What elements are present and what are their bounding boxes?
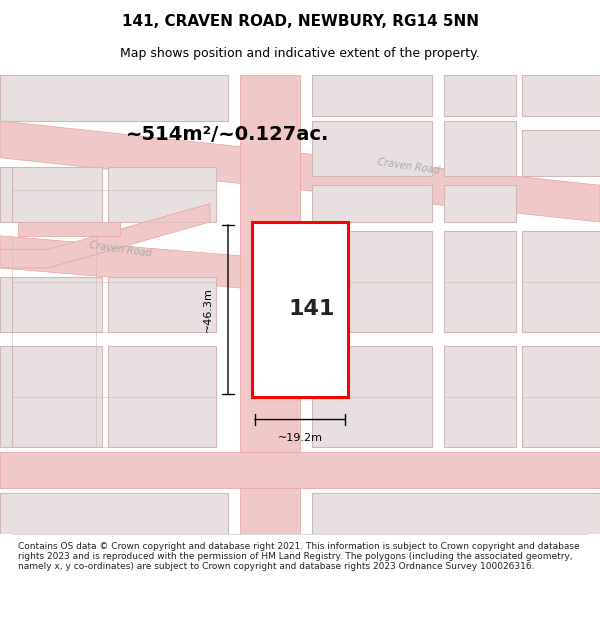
Polygon shape (0, 452, 600, 489)
Bar (312, 493, 600, 534)
Bar (312, 121, 432, 176)
Bar (312, 346, 432, 447)
Text: ~19.2m: ~19.2m (277, 433, 323, 443)
Polygon shape (0, 236, 330, 296)
Bar (444, 121, 516, 176)
Text: Map shows position and indicative extent of the property.: Map shows position and indicative extent… (120, 48, 480, 61)
Bar (444, 231, 516, 332)
Bar (108, 277, 216, 332)
Bar (312, 185, 432, 222)
Text: 141, CRAVEN ROAD, NEWBURY, RG14 5NN: 141, CRAVEN ROAD, NEWBURY, RG14 5NN (121, 14, 479, 29)
Bar (522, 231, 600, 332)
Bar (12, 167, 102, 222)
Bar (0, 346, 12, 447)
Bar (12, 346, 102, 447)
Bar (444, 185, 516, 222)
Text: ~46.3m: ~46.3m (203, 287, 213, 332)
Polygon shape (240, 75, 300, 534)
Text: Green Lane: Green Lane (265, 313, 275, 369)
Bar (522, 130, 600, 176)
Bar (12, 277, 102, 332)
Text: Craven Road: Craven Road (88, 240, 152, 259)
Bar (312, 75, 432, 116)
Bar (252, 222, 348, 397)
Bar (108, 346, 216, 447)
Bar (0, 167, 12, 222)
Bar (522, 75, 600, 116)
Bar (0, 493, 228, 534)
Bar (0, 277, 12, 332)
Text: Contains OS data © Crown copyright and database right 2021. This information is : Contains OS data © Crown copyright and d… (18, 542, 580, 571)
Bar (522, 346, 600, 447)
Text: ~514m²/~0.127ac.: ~514m²/~0.127ac. (127, 125, 329, 144)
Polygon shape (0, 121, 600, 222)
Polygon shape (18, 222, 120, 236)
Polygon shape (0, 204, 210, 268)
Bar (108, 167, 216, 222)
Bar (0, 75, 228, 121)
Bar (312, 231, 432, 332)
Text: Craven Road: Craven Road (376, 158, 440, 176)
Bar (444, 346, 516, 447)
Text: 141: 141 (289, 299, 335, 319)
Bar (444, 75, 516, 116)
